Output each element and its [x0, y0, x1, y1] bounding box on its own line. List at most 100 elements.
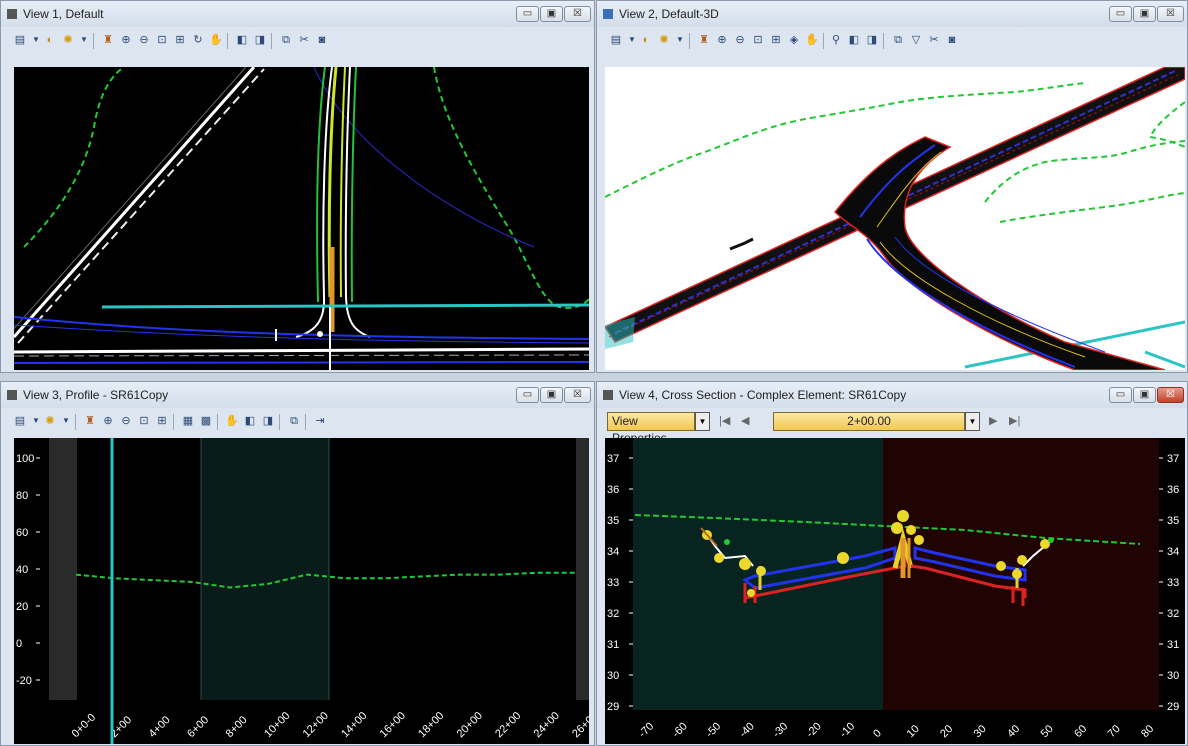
view-properties-button[interactable]: View Properties [607, 412, 695, 445]
pan-view-icon[interactable]: ✋ [805, 34, 819, 46]
close-button[interactable]: ☒ [1157, 387, 1184, 403]
xs-y-tick-label-left: 35 [607, 515, 619, 527]
minimize-button[interactable]: ▭ [1109, 387, 1132, 403]
view2-canvas[interactable] [605, 67, 1185, 370]
profile-tool-icon[interactable]: ⇥ [315, 415, 325, 427]
copy-view-icon[interactable]: ⧉ [290, 415, 298, 427]
clip-volume-icon[interactable]: ✂ [929, 34, 939, 46]
filter-icon[interactable]: ▽ [911, 34, 921, 46]
xs-x-tick-label: 50 [1039, 723, 1056, 740]
xs-x-tick-label: -60 [670, 720, 690, 740]
view3-toolbar: ▤ ▼ ✺ ▼ ♜ ⊕ ⊖ ⊡ ⊞ ▦ ▩ ✋ ◧ ◨ ⧉ ⇥ [5, 409, 590, 435]
view-previous-icon[interactable]: ◧ [236, 34, 248, 46]
fit-view-icon[interactable]: ⊞ [175, 34, 185, 46]
pan-view-icon[interactable]: ✋ [209, 34, 223, 46]
view-attributes-icon[interactable]: ▤ [14, 34, 26, 46]
window-area-icon[interactable]: ⊡ [753, 34, 763, 46]
zoom-in-icon[interactable]: ⊕ [103, 415, 113, 427]
lighting-icon[interactable]: ✺ [659, 34, 669, 46]
minimize-button[interactable]: ▭ [516, 387, 539, 403]
restore-button[interactable]: ▣ [540, 387, 563, 403]
zoom-out-icon[interactable]: ⊖ [735, 34, 745, 46]
view1-titlebar[interactable]: View 1, Default ▭ ▣ ☒ [1, 1, 594, 27]
zoom-in-icon[interactable]: ⊕ [717, 34, 727, 46]
profile-x-tick-label: 16+00 [378, 710, 408, 740]
view4-window: View 4, Cross Section - Complex Element:… [596, 381, 1188, 746]
dropdown-arrow-icon[interactable]: ▼ [62, 416, 70, 425]
xs-x-tick-label: 20 [938, 723, 955, 740]
zoom-out-icon[interactable]: ⊖ [139, 34, 149, 46]
zoom-out-icon[interactable]: ⊖ [121, 415, 131, 427]
minimize-button[interactable]: ▭ [516, 6, 539, 22]
grid-icon[interactable]: ▩ [200, 415, 212, 427]
close-button[interactable]: ☒ [1157, 6, 1184, 22]
rotate-view-icon[interactable]: ↻ [193, 34, 203, 46]
view2-toolbar: ▤ ▼ ◐ ✺ ▼ ♜ ⊕ ⊖ ⊡ ⊞ ◈ ✋ ⚲ ◧ ◨ ⧉ ▽ ✂ ◙ [601, 28, 1183, 54]
view2-titlebar[interactable]: View 2, Default-3D ▭ ▣ ☒ [597, 1, 1187, 27]
profile-canvas[interactable]: 100 80 60 40 20 0 -20 0+0-0 2+00 4+00 6+00 8+00 10+… [14, 438, 589, 744]
window-area-icon[interactable]: ⊡ [157, 34, 167, 46]
view3-titlebar[interactable]: View 3, Profile - SR61Copy ▭ ▣ ☒ [1, 382, 594, 408]
window-area-icon[interactable]: ⊡ [139, 415, 149, 427]
xs-x-tick-label: 10 [905, 723, 922, 740]
update-view-icon[interactable]: ♜ [85, 415, 95, 427]
dropdown-arrow-icon[interactable]: ▼ [32, 35, 40, 44]
view1-canvas[interactable] [14, 67, 589, 370]
copy-view-icon[interactable]: ⧉ [282, 34, 290, 46]
xs-y-tick-label-left: 34 [607, 546, 619, 558]
cross-section-canvas[interactable]: 37 37 36 36 35 35 34 34 33 33 32 32 31 31 30 30 29 29 -70… [605, 438, 1185, 744]
view-attributes-icon[interactable]: ▤ [610, 34, 622, 46]
station-field[interactable]: 2+00.00 [773, 412, 965, 431]
view4-titlebar[interactable]: View 4, Cross Section - Complex Element:… [597, 382, 1187, 408]
view-window-icon [7, 390, 17, 400]
view-next-icon[interactable]: ◨ [866, 34, 878, 46]
dropdown-arrow-icon[interactable]: ▼ [628, 35, 636, 44]
view-rotation-cube-icon[interactable]: ◈ [789, 34, 799, 46]
clip-volume-icon[interactable]: ✂ [299, 34, 309, 46]
dropdown-arrow-icon[interactable]: ▼ [32, 416, 40, 425]
camera-icon[interactable]: ◙ [318, 34, 326, 46]
view3-window: View 3, Profile - SR61Copy ▭ ▣ ☒ ▤ ▼ ✺ ▼… [0, 381, 595, 746]
xs-y-tick-label-left: 37 [607, 453, 619, 465]
close-button[interactable]: ☒ [564, 387, 591, 403]
view-window-icon [603, 390, 613, 400]
display-style-icon[interactable]: ◐ [642, 34, 650, 46]
dropdown-arrow-icon[interactable]: ▼ [676, 35, 684, 44]
lighting-icon[interactable]: ✺ [45, 415, 55, 427]
xs-x-tick-label: -20 [804, 720, 824, 740]
previous-station-icon[interactable]: ◀ [741, 415, 750, 427]
update-view-icon[interactable]: ♜ [103, 34, 113, 46]
fit-view-icon[interactable]: ⊞ [157, 415, 167, 427]
view-properties-dropdown[interactable]: ▼ [695, 412, 710, 431]
fit-view-icon[interactable]: ⊞ [771, 34, 781, 46]
profile-x-tick-label: 8+00 [224, 714, 250, 740]
close-button[interactable]: ☒ [564, 6, 591, 22]
station-dropdown[interactable]: ▼ [965, 412, 980, 431]
lighting-icon[interactable]: ✺ [63, 34, 73, 46]
xs-x-tick-label: 70 [1106, 723, 1123, 740]
camera-icon[interactable]: ◙ [948, 34, 956, 46]
first-station-icon[interactable]: |◀ [719, 415, 731, 427]
copy-view-icon[interactable]: ⧉ [894, 34, 902, 46]
dropdown-arrow-icon[interactable]: ▼ [80, 35, 88, 44]
restore-button[interactable]: ▣ [1133, 387, 1156, 403]
table-icon[interactable]: ▦ [182, 415, 194, 427]
pan-view-icon[interactable]: ✋ [225, 415, 239, 427]
restore-button[interactable]: ▣ [1133, 6, 1156, 22]
restore-button[interactable]: ▣ [540, 6, 563, 22]
view-attributes-icon[interactable]: ▤ [14, 415, 26, 427]
zoom-in-icon[interactable]: ⊕ [121, 34, 131, 46]
walk-icon[interactable]: ⚲ [831, 34, 841, 46]
view-next-icon[interactable]: ◨ [262, 415, 274, 427]
view-next-icon[interactable]: ◨ [254, 34, 266, 46]
minimize-button[interactable]: ▭ [1109, 6, 1132, 22]
display-style-icon[interactable]: ◐ [46, 34, 54, 46]
next-station-icon[interactable]: ▶ [989, 415, 998, 427]
profile-x-tick-label: 12+00 [301, 710, 331, 740]
profile-y-tick-label: 80 [16, 490, 28, 502]
xs-y-tick-label-left: 36 [607, 484, 619, 496]
view-previous-icon[interactable]: ◧ [244, 415, 256, 427]
last-station-icon[interactable]: ▶| [1009, 415, 1021, 427]
view-previous-icon[interactable]: ◧ [848, 34, 860, 46]
update-view-icon[interactable]: ♜ [699, 34, 709, 46]
